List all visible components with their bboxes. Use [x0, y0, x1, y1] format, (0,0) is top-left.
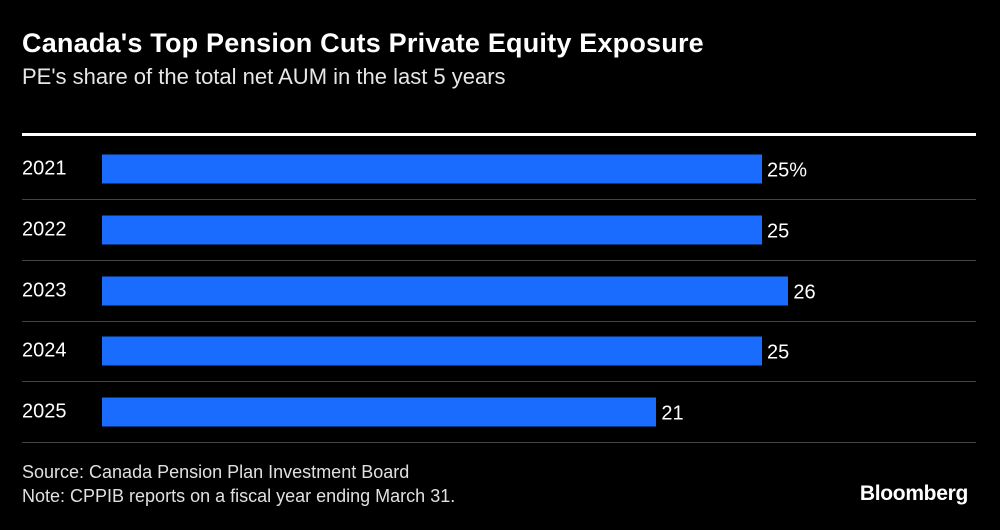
category-label: 2022 — [22, 218, 67, 241]
bar-2025 — [102, 397, 657, 427]
row-separator — [22, 381, 976, 383]
row-separator — [22, 320, 976, 322]
top-rule — [22, 133, 976, 136]
value-label: 25% — [767, 159, 808, 182]
source-note: Source: Canada Pension Plan Investment B… — [22, 462, 410, 482]
chart-subtitle: PE's share of the total net AUM in the l… — [22, 64, 506, 89]
value-label: 26 — [793, 281, 816, 303]
row-separator — [22, 442, 976, 443]
bar-2023 — [102, 276, 789, 305]
value-label: 21 — [661, 402, 684, 425]
category-label: 2025 — [22, 400, 67, 423]
row-separator — [22, 199, 976, 200]
chart-title: Canada's Top Pension Cuts Private Equity… — [22, 28, 704, 58]
value-label: 25 — [767, 341, 790, 364]
bar-2022 — [102, 215, 762, 245]
bar-2024 — [102, 336, 762, 366]
footnote: Note: CPPIB reports on a fiscal year end… — [22, 486, 456, 506]
row-separator — [22, 259, 976, 261]
category-label: 2024 — [22, 339, 67, 362]
value-label: 25 — [767, 220, 790, 243]
bloomberg-logo: Bloomberg — [859, 482, 968, 505]
bar-2021 — [102, 154, 762, 184]
category-label: 2021 — [22, 157, 67, 180]
category-label: 2023 — [22, 279, 67, 301]
